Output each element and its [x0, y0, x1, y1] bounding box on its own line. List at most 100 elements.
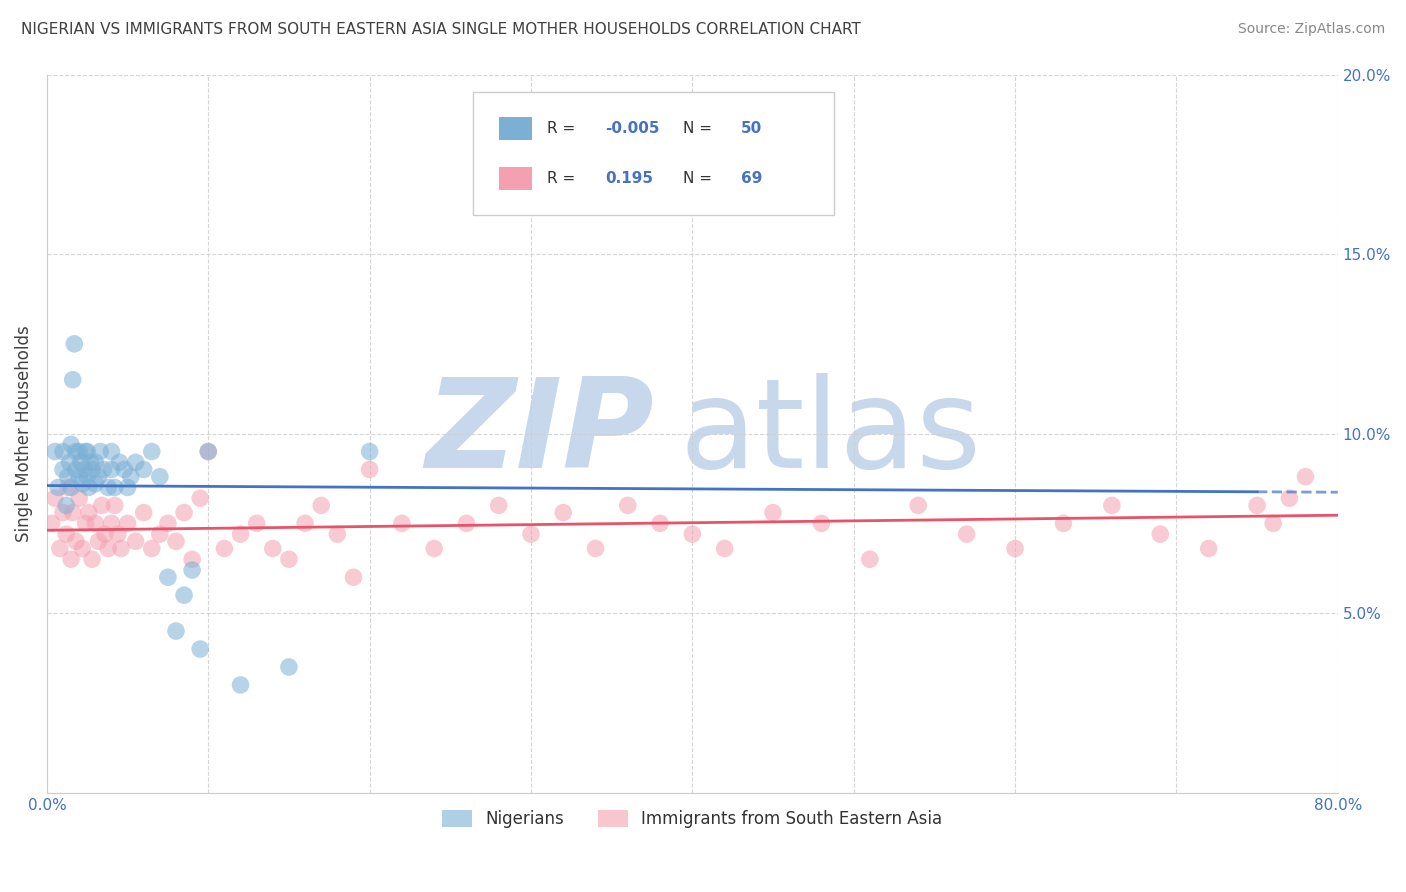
- Point: [165, 534, 187, 549]
- Point: [87, 469, 110, 483]
- Point: [762, 506, 785, 520]
- Point: [553, 506, 575, 520]
- Point: [100, 444, 122, 458]
- Point: [1101, 499, 1123, 513]
- Point: [100, 516, 122, 531]
- Point: [72, 541, 94, 556]
- Point: [44, 491, 66, 506]
- Point: [67, 491, 90, 506]
- Point: [1052, 516, 1074, 531]
- Point: [173, 506, 195, 520]
- Point: [197, 444, 219, 458]
- Point: [1246, 499, 1268, 513]
- Point: [55, 527, 77, 541]
- Point: [359, 462, 381, 476]
- Point: [617, 499, 640, 513]
- Point: [49, 541, 72, 556]
- Point: [124, 534, 146, 549]
- Point: [89, 444, 111, 458]
- Point: [46, 480, 69, 494]
- Point: [58, 455, 80, 469]
- Point: [65, 534, 87, 549]
- Point: [80, 552, 103, 566]
- Point: [120, 469, 142, 483]
- FancyBboxPatch shape: [472, 93, 834, 215]
- Point: [90, 499, 112, 513]
- Point: [107, 527, 129, 541]
- Point: [104, 480, 127, 494]
- Point: [77, 480, 100, 494]
- Point: [100, 462, 122, 476]
- Text: R =: R =: [547, 171, 575, 186]
- Point: [149, 527, 172, 541]
- Y-axis label: Single Mother Households: Single Mother Households: [15, 326, 32, 542]
- Text: Source: ZipAtlas.com: Source: ZipAtlas.com: [1237, 22, 1385, 37]
- FancyBboxPatch shape: [499, 167, 531, 190]
- Text: 69: 69: [741, 171, 762, 186]
- Point: [181, 563, 204, 577]
- Text: atlas: atlas: [679, 373, 981, 494]
- Point: [132, 462, 155, 476]
- Point: [44, 444, 66, 458]
- Point: [810, 516, 832, 531]
- Point: [56, 469, 79, 483]
- Point: [77, 506, 100, 520]
- Point: [907, 499, 929, 513]
- Point: [488, 499, 510, 513]
- Point: [112, 462, 135, 476]
- Point: [80, 462, 103, 476]
- Point: [52, 506, 75, 520]
- Point: [277, 552, 299, 566]
- Point: [104, 499, 127, 513]
- Point: [214, 541, 236, 556]
- Point: [73, 462, 96, 476]
- Point: [391, 516, 413, 531]
- Point: [69, 455, 91, 469]
- Point: [55, 499, 77, 513]
- Point: [1263, 516, 1285, 531]
- Point: [309, 499, 332, 513]
- Legend: Nigerians, Immigrants from South Eastern Asia: Nigerians, Immigrants from South Eastern…: [436, 803, 949, 835]
- Point: [585, 541, 607, 556]
- Point: [60, 480, 83, 494]
- Point: [62, 373, 84, 387]
- Point: [1295, 469, 1317, 483]
- Point: [359, 444, 381, 458]
- Point: [141, 541, 163, 556]
- Point: [277, 660, 299, 674]
- Text: N =: N =: [683, 171, 711, 186]
- Point: [342, 570, 364, 584]
- Point: [156, 516, 179, 531]
- Text: ZIP: ZIP: [425, 373, 654, 494]
- Point: [117, 516, 139, 531]
- Point: [1149, 527, 1171, 541]
- Point: [1198, 541, 1220, 556]
- Point: [60, 552, 83, 566]
- Point: [165, 624, 187, 638]
- Point: [188, 642, 211, 657]
- Point: [76, 469, 98, 483]
- Point: [423, 541, 446, 556]
- Point: [246, 516, 269, 531]
- Point: [229, 527, 252, 541]
- Point: [197, 444, 219, 458]
- Text: -0.005: -0.005: [606, 121, 659, 136]
- Point: [132, 506, 155, 520]
- Point: [229, 678, 252, 692]
- FancyBboxPatch shape: [499, 117, 531, 140]
- Text: 50: 50: [741, 121, 762, 136]
- Point: [117, 480, 139, 494]
- Point: [681, 527, 703, 541]
- Point: [87, 534, 110, 549]
- Text: NIGERIAN VS IMMIGRANTS FROM SOUTH EASTERN ASIA SINGLE MOTHER HOUSEHOLDS CORRELAT: NIGERIAN VS IMMIGRANTS FROM SOUTH EASTER…: [21, 22, 860, 37]
- Point: [859, 552, 882, 566]
- Point: [456, 516, 478, 531]
- Point: [141, 444, 163, 458]
- Point: [84, 476, 107, 491]
- Point: [62, 506, 84, 520]
- Point: [713, 541, 735, 556]
- Point: [294, 516, 316, 531]
- Point: [188, 491, 211, 506]
- Point: [94, 527, 117, 541]
- Point: [72, 476, 94, 491]
